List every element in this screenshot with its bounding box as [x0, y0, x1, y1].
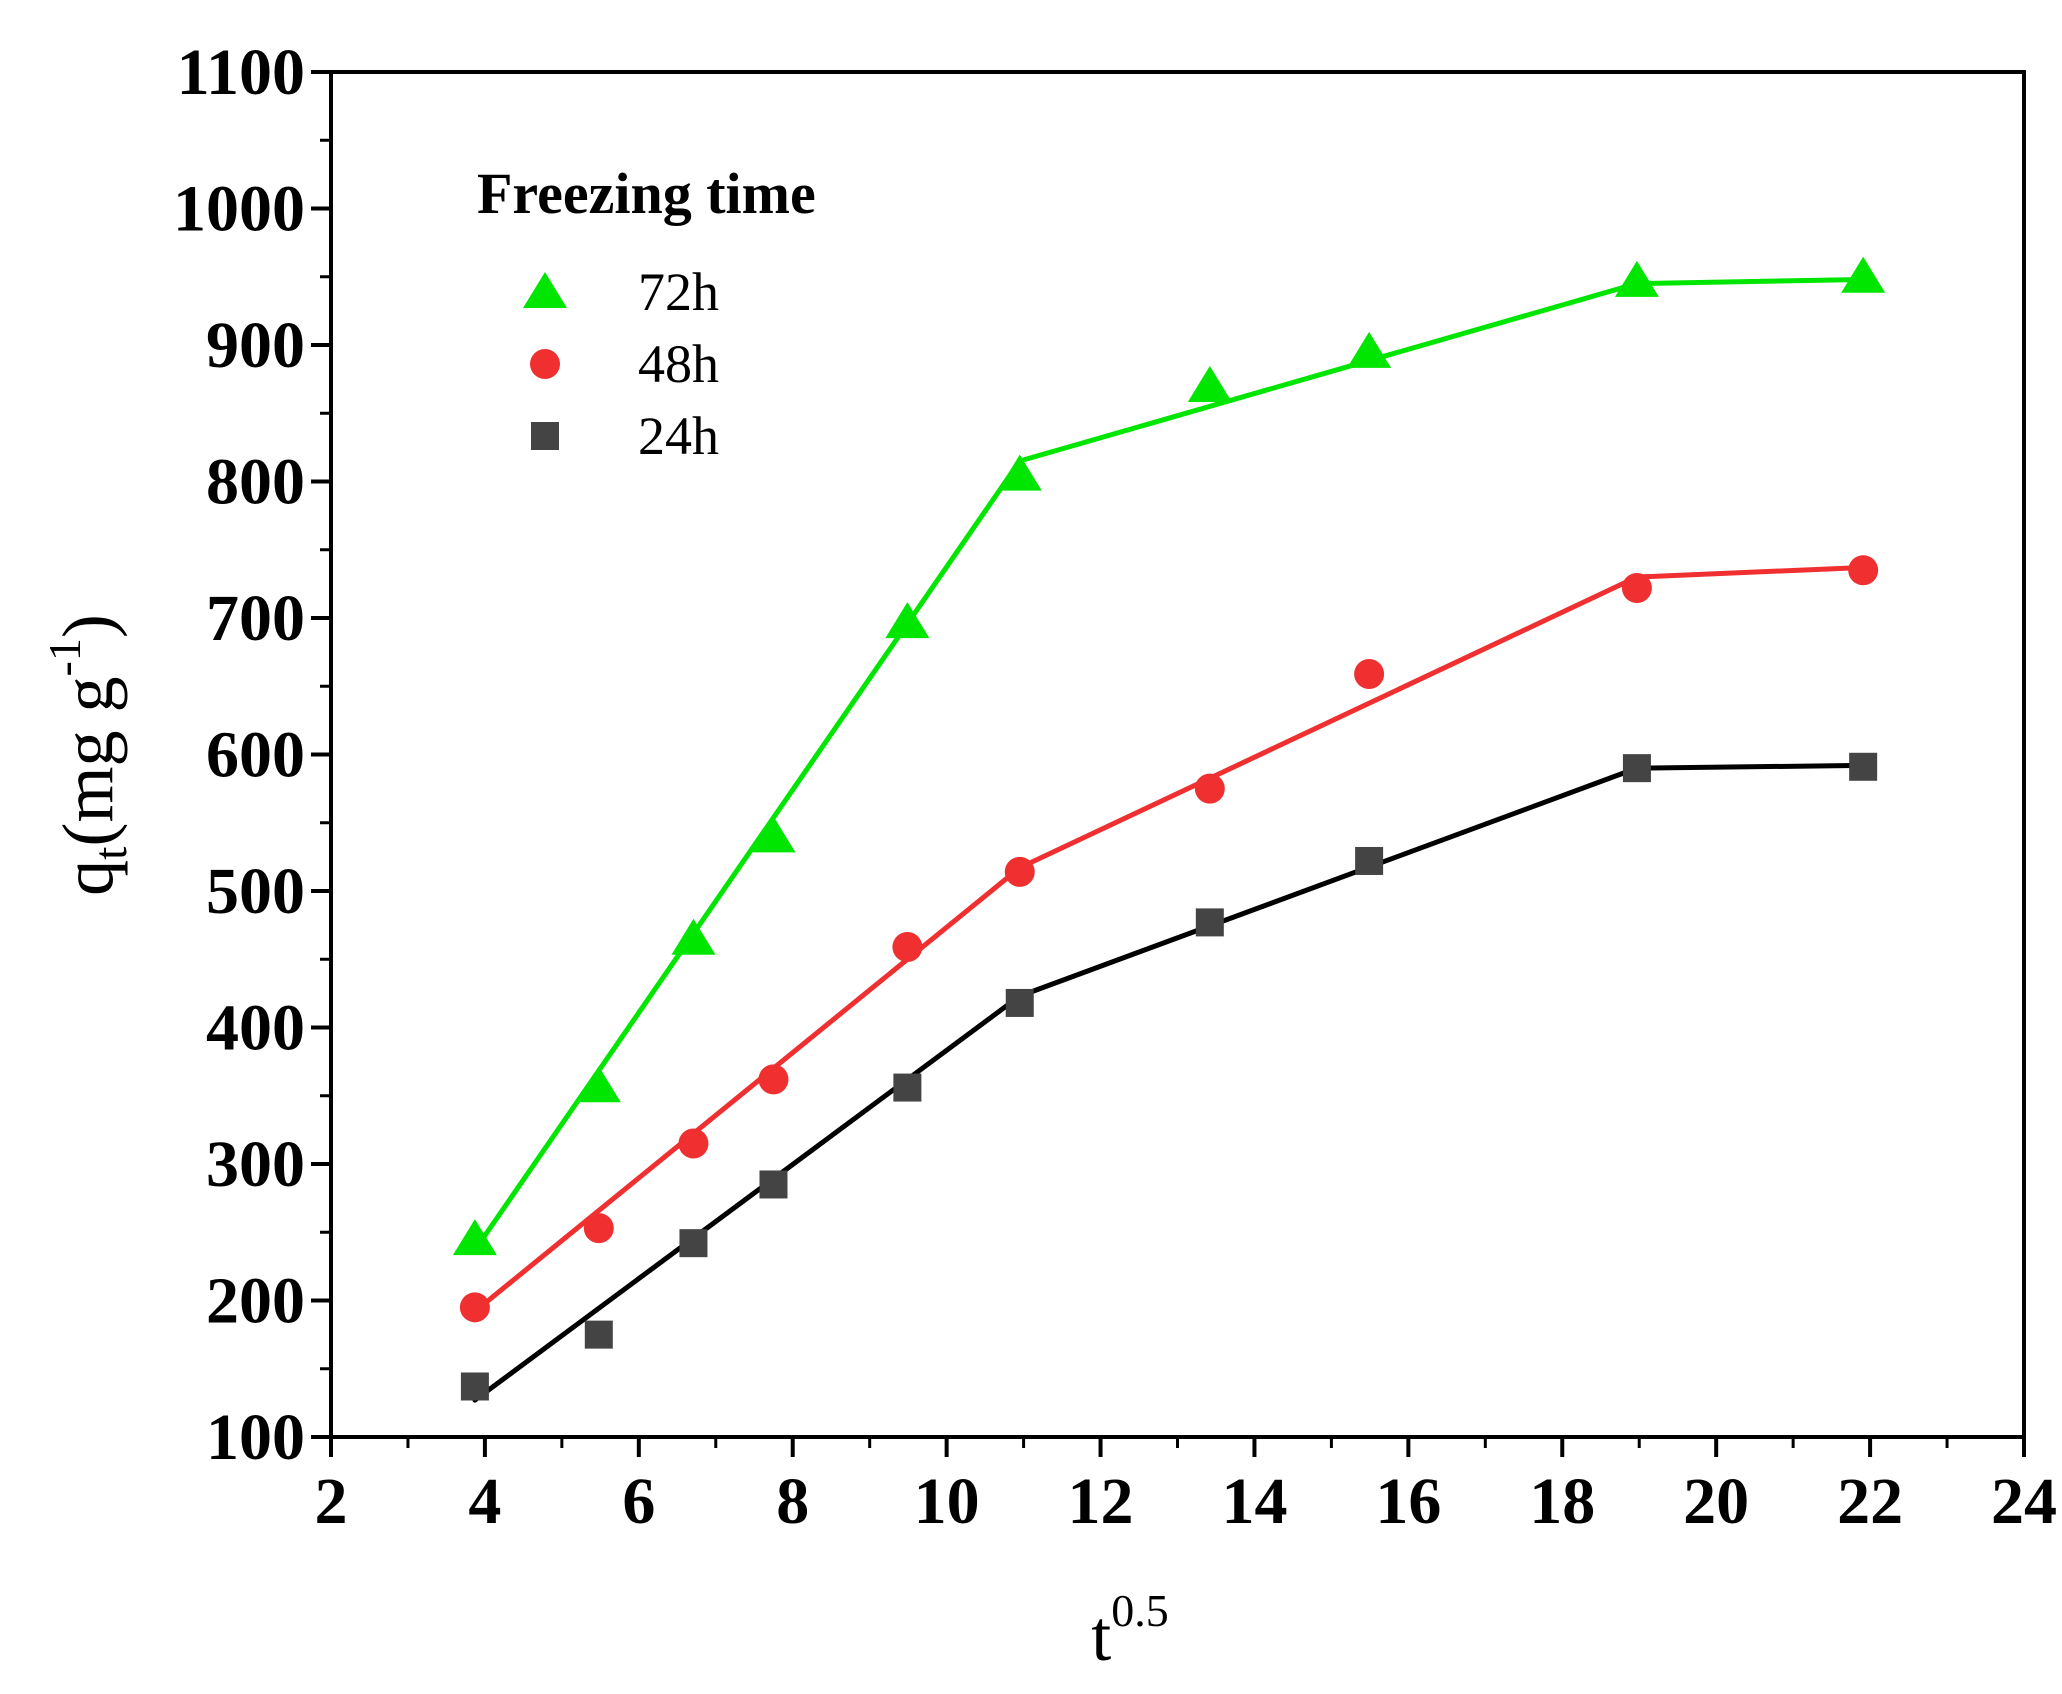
y-axis-title-close: ): [48, 614, 128, 638]
legend-title: Freezing time: [477, 161, 816, 226]
point-48h: [1621, 572, 1652, 603]
x-tick-label: 2: [315, 1465, 348, 1538]
point-48h: [459, 1292, 490, 1323]
y-tick-label: 900: [206, 309, 305, 382]
point-72h: [1347, 331, 1392, 368]
x-tick-label: 22: [1837, 1465, 1903, 1538]
fit-line-48h: [472, 865, 1023, 1314]
fit-lines: [472, 276, 1866, 1403]
point-24h: [460, 1372, 489, 1401]
fit-line-24h: [1634, 762, 1866, 771]
point-72h: [1187, 365, 1232, 402]
fit-line-48h: [1634, 564, 1866, 580]
legend-label-48h: 48h: [638, 334, 719, 394]
y-tick-label: 800: [206, 446, 305, 519]
y-tick-label: 200: [206, 1265, 305, 1338]
y-tick-label: 700: [206, 582, 305, 655]
point-24h: [893, 1073, 922, 1102]
fit-line-48h: [1017, 574, 1640, 871]
legend-marker-72h: [523, 272, 567, 308]
point-72h: [885, 602, 930, 639]
x-tick-label: 8: [776, 1465, 809, 1538]
fit-line-72h: [1017, 281, 1640, 464]
point-24h: [1355, 846, 1384, 875]
point-24h: [1849, 752, 1878, 781]
point-48h: [1354, 658, 1385, 689]
point-72h: [997, 454, 1042, 491]
point-24h: [1622, 754, 1651, 783]
point-48h: [1848, 555, 1879, 586]
fit-line-24h: [472, 993, 1023, 1403]
point-72h: [671, 918, 716, 955]
data-markers: [452, 256, 1886, 1401]
y-axis: 100 200 300 400 500 600 700 800 900 1000 1100: [173, 36, 331, 1474]
x-tick-label: 18: [1529, 1465, 1595, 1538]
y-tick-label: 100: [206, 1401, 305, 1474]
x-tick-label: 12: [1068, 1465, 1134, 1538]
point-48h: [758, 1064, 789, 1095]
fit-line-72h: [1634, 276, 1866, 287]
y-axis-title-base: q: [48, 860, 128, 896]
legend-label-72h: 72h: [638, 262, 719, 322]
point-24h: [679, 1229, 708, 1258]
point-48h: [1004, 856, 1035, 887]
point-24h: [1195, 908, 1224, 937]
x-axis-title-sup: 0.5: [1111, 1585, 1169, 1636]
point-72h: [751, 816, 796, 853]
y-tick-label: 600: [206, 719, 305, 792]
point-48h: [678, 1128, 709, 1159]
legend: Freezing time 72h 48h 24h: [477, 161, 816, 466]
point-72h: [1614, 260, 1659, 297]
legend-items: 72h 48h 24h: [523, 262, 719, 466]
y-tick-label: 1000: [173, 173, 305, 246]
point-24h: [759, 1170, 788, 1199]
x-tick-label: 4: [468, 1465, 501, 1538]
point-24h: [1005, 988, 1034, 1017]
y-tick-label: 400: [206, 992, 305, 1065]
fit-line-72h: [472, 458, 1023, 1253]
point-48h: [1194, 773, 1225, 804]
x-tick-label: 6: [622, 1465, 655, 1538]
y-tick-label: 1100: [177, 36, 305, 109]
x-axis: 2 4 6 8 10 12 14 16 18 20 22 24: [315, 1437, 2057, 1538]
legend-marker-24h: [531, 422, 559, 450]
x-tick-label: 24: [1991, 1465, 2057, 1538]
x-tick-label: 20: [1683, 1465, 1749, 1538]
y-axis-title-unit: (mg g: [48, 676, 128, 846]
y-tick-label: 500: [206, 855, 305, 928]
legend-marker-48h: [530, 349, 560, 379]
point-72h: [1841, 256, 1886, 293]
x-axis-title-base: t: [1091, 1596, 1111, 1676]
y-axis-title-unit-sup: -1: [39, 638, 90, 676]
y-axis-title: qt(mg g-1): [39, 614, 137, 896]
legend-label-24h: 24h: [638, 406, 719, 466]
point-48h: [892, 931, 923, 962]
point-72h: [452, 1219, 497, 1256]
x-tick-label: 14: [1221, 1465, 1287, 1538]
x-tick-label: 16: [1375, 1465, 1441, 1538]
y-tick-label: 300: [206, 1128, 305, 1201]
x-axis-title: t0.5: [1091, 1585, 1169, 1676]
y-axis-title-sub: t: [84, 846, 137, 860]
point-24h: [584, 1320, 613, 1349]
x-tick-label: 10: [914, 1465, 980, 1538]
point-72h: [576, 1066, 621, 1103]
point-48h: [583, 1213, 614, 1244]
fit-line-24h: [1017, 765, 1640, 999]
